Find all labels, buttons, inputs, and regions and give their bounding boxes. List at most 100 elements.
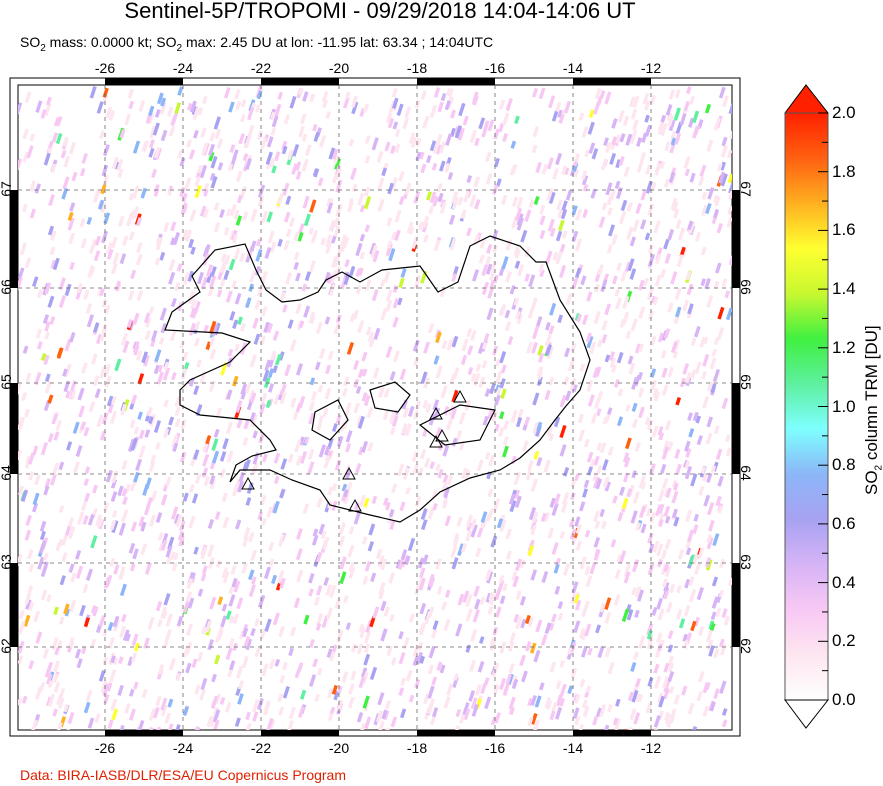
so2-pixel	[328, 219, 336, 232]
so2-pixel	[341, 671, 349, 684]
so2-pixel	[235, 215, 243, 226]
so2-pixel	[228, 594, 236, 607]
so2-pixel	[179, 157, 186, 167]
so2-pixel	[524, 614, 531, 625]
so2-pixel	[288, 217, 296, 228]
so2-pixel	[210, 176, 218, 189]
so2-pixel	[155, 695, 162, 707]
so2-pixel	[391, 87, 398, 98]
so2-pixel	[494, 423, 500, 432]
so2-pixel	[581, 488, 589, 498]
so2-pixel	[623, 456, 631, 468]
frame-segment	[10, 383, 18, 474]
so2-pixel	[219, 451, 227, 462]
so2-pixel	[264, 618, 272, 632]
so2-pixel	[18, 620, 26, 635]
so2-pixel	[360, 667, 368, 678]
so2-pixel	[285, 195, 292, 206]
so2-pixel	[61, 534, 68, 546]
so2-pixel	[500, 388, 507, 399]
so2-pixel	[572, 162, 579, 172]
so2-pixel	[478, 636, 485, 645]
so2-pixel	[709, 701, 716, 712]
so2-pixel	[490, 535, 498, 548]
so2-pixel	[546, 345, 554, 360]
so2-pixel	[233, 478, 241, 493]
so2-pixel	[320, 530, 327, 540]
so2-pixel	[607, 661, 615, 675]
so2-pixel	[202, 246, 210, 258]
so2-pixel	[343, 493, 350, 505]
so2-pixel	[626, 609, 634, 621]
so2-pixel	[293, 597, 301, 609]
so2-pixel	[548, 325, 555, 335]
frame-segment	[105, 730, 183, 736]
so2-pixel	[505, 550, 512, 560]
so2-pixel	[665, 487, 672, 498]
so2-pixel	[646, 638, 654, 650]
colorbar-tick-label: 0.2	[832, 631, 856, 651]
so2-pixel	[495, 606, 502, 618]
so2-pixel	[309, 377, 316, 386]
so2-pixel	[61, 552, 68, 563]
so2-pixel	[107, 403, 114, 414]
so2-pixel	[242, 627, 249, 638]
so2-pixel	[664, 141, 671, 152]
so2-pixel	[255, 249, 263, 262]
so2-pixel	[697, 626, 705, 637]
so2-pixel	[53, 660, 60, 673]
so2-pixel	[94, 388, 101, 399]
so2-pixel	[661, 384, 669, 397]
so2-pixel	[616, 262, 622, 271]
so2-pixel	[182, 492, 189, 502]
so2-pixel	[131, 633, 139, 647]
so2-pixel	[110, 236, 118, 249]
so2-pixel	[457, 196, 464, 206]
so2-pixel	[423, 341, 431, 354]
so2-pixel	[31, 502, 39, 513]
so2-pixel	[201, 565, 208, 575]
lat-tick-label: 65	[0, 374, 14, 390]
so2-pixel	[536, 458, 542, 467]
map-subtitle: SO2 mass: 0.0000 kt; SO2 max: 2.45 DU at…	[20, 34, 493, 54]
so2-pixel	[477, 660, 485, 673]
so2-pixel	[274, 103, 282, 117]
so2-pixel	[25, 372, 32, 382]
so2-pixel	[370, 572, 377, 583]
so2-pixel	[199, 164, 208, 179]
so2-pixel	[138, 99, 146, 112]
so2-pixel	[673, 516, 680, 527]
so2-pixel	[622, 472, 630, 483]
so2-pixel	[502, 436, 509, 446]
so2-pixel	[128, 192, 135, 201]
so2-pixel	[182, 601, 190, 614]
so2-pixel	[117, 168, 124, 178]
so2-pixel	[451, 389, 459, 403]
colorbar-tick-label: 0.8	[832, 455, 856, 475]
so2-pixel	[118, 571, 125, 580]
so2-pixel	[88, 266, 96, 277]
so2-pixel	[711, 576, 719, 587]
so2-pixel	[444, 162, 451, 173]
so2-pixel	[632, 219, 640, 233]
so2-pixel	[582, 208, 589, 219]
so2-pixel	[228, 637, 235, 649]
so2-pixel	[690, 337, 697, 347]
so2-pixel	[318, 444, 327, 458]
so2-pixel	[141, 140, 149, 152]
so2-pixel	[525, 641, 532, 652]
so2-pixel	[495, 358, 501, 367]
so2-pixel	[248, 531, 255, 543]
so2-pixel	[539, 268, 545, 278]
so2-pixel	[535, 161, 542, 174]
so2-pixel	[726, 217, 732, 228]
so2-pixel	[311, 534, 319, 546]
so2-pixel	[609, 357, 617, 369]
so2-pixel	[704, 278, 711, 290]
so2-pixel	[597, 645, 605, 659]
so2-pixel	[511, 571, 518, 581]
so2-pixel	[113, 619, 121, 632]
so2-pixel	[119, 253, 127, 265]
so2-pixel	[662, 578, 668, 588]
so2-pixel	[133, 681, 139, 690]
